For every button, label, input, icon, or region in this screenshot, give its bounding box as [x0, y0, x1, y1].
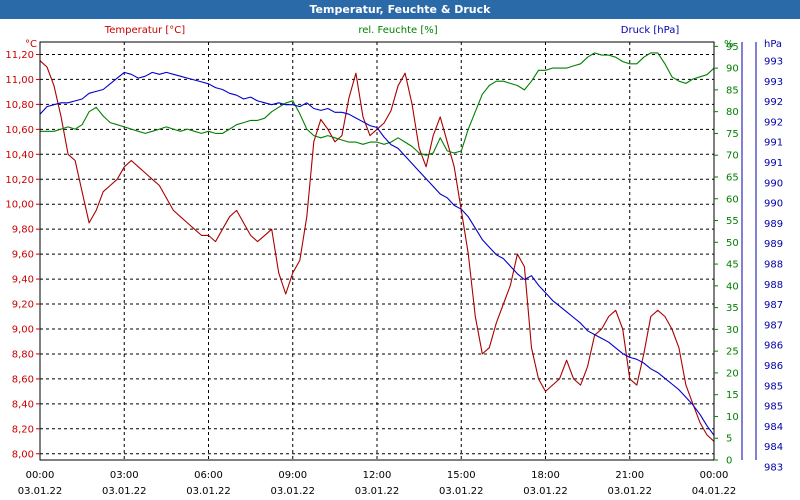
pressure-tick-label: 988: [764, 260, 783, 271]
x-tick-date: 03.01.22: [186, 486, 231, 497]
humidity-tick-label: 65: [726, 172, 739, 183]
pressure-tick-label: 989: [764, 239, 783, 250]
humidity-tick-label: 55: [726, 216, 739, 227]
x-tick-date: 04.01.22: [692, 486, 737, 497]
humidity-tick-label: 10: [726, 412, 739, 423]
pressure-tick-label: 984: [764, 422, 783, 433]
pressure-tick-label: 986: [764, 361, 783, 372]
pressure-tick-label: 989: [764, 219, 783, 230]
chart-title: Temperatur, Feuchte & Druck: [309, 3, 491, 16]
temperature-tick-label: 11,00: [5, 75, 34, 86]
pressure-tick-label: 992: [764, 97, 783, 108]
humidity-tick-label: 30: [726, 325, 739, 336]
axis-labels: 00:00 03.01.22 03:00 03.01.22 06:00 03.01.22 0…: [5, 42, 783, 497]
humidity-tick-label: 35: [726, 303, 739, 314]
combined-line-chart: 00:00 03.01.22 03:00 03.01.22 06:00 03.01.22 0…: [0, 19, 800, 500]
humidity-tick-label: 85: [726, 85, 739, 96]
pressure-tick-label: 985: [764, 381, 783, 392]
x-tick-date: 03.01.22: [270, 486, 315, 497]
temperature-tick-label: 8,00: [12, 449, 34, 460]
x-tick-date: 03.01.22: [355, 486, 400, 497]
pressure-tick-label: 986: [764, 341, 783, 352]
humidity-tick-label: 25: [726, 347, 739, 358]
humidity-tick-label: 60: [726, 194, 739, 205]
temperature-tick-label: 8,80: [12, 349, 34, 360]
plot-frame: [39, 41, 715, 461]
x-tick-time: 00:00: [700, 470, 729, 481]
humidity-tick-label: 0: [726, 456, 732, 467]
temperature-unit-label: °C: [25, 39, 37, 50]
temperature-series-line: [39, 60, 715, 442]
humidity-tick-label: 20: [726, 368, 739, 379]
temperature-tick-label: 8,20: [12, 424, 34, 435]
humidity-tick-label: 70: [726, 151, 739, 162]
x-tick-date: 03.01.22: [439, 486, 484, 497]
pressure-tick-label: 987: [764, 320, 783, 331]
temperature-tick-label: 10,80: [5, 100, 34, 111]
temperature-axis-title: Temperatur [°C]: [104, 25, 185, 36]
x-tick-time: 12:00: [363, 470, 392, 481]
x-tick-time: 00:00: [26, 470, 55, 481]
humidity-axis-title: rel. Feuchte [%]: [358, 25, 437, 36]
pressure-axis-title: Druck [hPa]: [621, 25, 680, 36]
x-tick-date: 03.01.22: [523, 486, 568, 497]
pressure-tick-label: 985: [764, 402, 783, 413]
temperature-tick-label: 8,60: [12, 374, 34, 385]
pressure-tick-label: 984: [764, 442, 783, 453]
humidity-tick-label: 40: [726, 281, 739, 292]
pressure-tick-label: 983: [764, 463, 783, 474]
humidity-tick-label: 45: [726, 260, 739, 271]
grid: [40, 42, 714, 460]
x-tick-time: 15:00: [447, 470, 476, 481]
pressure-unit-label: hPa: [764, 39, 782, 50]
humidity-tick-label: 15: [726, 390, 739, 401]
pressure-tick-label: 991: [764, 138, 783, 149]
temperature-tick-label: 9,00: [12, 324, 34, 335]
temperature-tick-label: 9,20: [12, 300, 34, 311]
temperature-tick-label: 10,60: [5, 125, 34, 136]
x-tick-date: 03.01.22: [102, 486, 147, 497]
humidity-tick-label: 95: [726, 42, 739, 53]
x-tick-time: 09:00: [278, 470, 307, 481]
x-tick-date: 03.01.22: [18, 486, 63, 497]
temperature-tick-label: 9,40: [12, 275, 34, 286]
pressure-tick-label: 990: [764, 178, 783, 189]
pressure-tick-label: 991: [764, 158, 783, 169]
humidity-tick-label: 80: [726, 107, 739, 118]
pressure-tick-label: 990: [764, 199, 783, 210]
humidity-tick-label: 50: [726, 238, 739, 249]
x-tick-time: 03:00: [110, 470, 139, 481]
temperature-tick-label: 9,80: [12, 225, 34, 236]
pressure-tick-label: 993: [764, 57, 783, 68]
pressure-tick-label: 993: [764, 77, 783, 88]
humidity-tick-label: 5: [726, 434, 732, 445]
pressure-tick-label: 988: [764, 280, 783, 291]
humidity-tick-label: 75: [726, 129, 739, 140]
x-tick-date: 03.01.22: [607, 486, 652, 497]
x-tick-time: 18:00: [531, 470, 560, 481]
chart-title-bar: Temperatur, Feuchte & Druck: [0, 0, 800, 19]
pressure-tick-label: 987: [764, 300, 783, 311]
x-tick-time: 06:00: [194, 470, 223, 481]
pressure-tick-label: 992: [764, 117, 783, 128]
series-lines: [39, 52, 715, 442]
humidity-tick-label: 90: [726, 64, 739, 75]
temperature-tick-label: 10,40: [5, 150, 34, 161]
humidity-series-line: [40, 52, 715, 156]
temperature-tick-label: 11,20: [5, 50, 34, 61]
pressure-series-line: [39, 71, 715, 436]
temperature-tick-label: 10,20: [5, 175, 34, 186]
temperature-tick-label: 10,00: [5, 200, 34, 211]
temperature-tick-label: 8,40: [12, 399, 34, 410]
temperature-tick-label: 9,60: [12, 250, 34, 261]
x-tick-time: 21:00: [615, 470, 644, 481]
humidity-unit-label: %: [724, 39, 734, 50]
